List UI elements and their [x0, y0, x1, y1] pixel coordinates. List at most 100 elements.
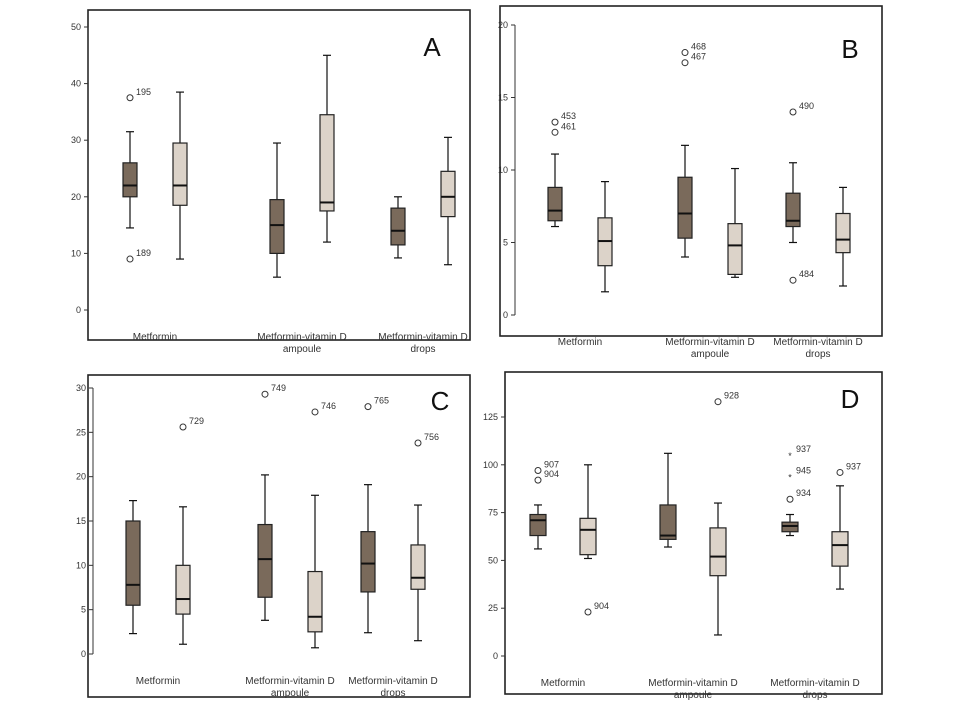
panel-c-category-label: Metformin: [136, 676, 180, 687]
box-iqr: [709, 527, 727, 577]
panel-c-category-label: drops: [380, 688, 405, 699]
panel-a-box-dark: [269, 142, 285, 278]
panel-b-box-light: [727, 167, 743, 278]
box-iqr: [677, 176, 693, 239]
panel-d-frame: [504, 371, 883, 695]
panel-a-y-tick-label: 20: [71, 192, 81, 202]
panel-a-y-tick-label: 0: [76, 305, 81, 315]
box-iqr: [529, 513, 547, 537]
outlier-star: *: [788, 451, 792, 461]
panel-d-box-light: 904: [579, 464, 609, 616]
panel-a-category-label: ampoule: [283, 344, 322, 355]
box-iqr: [579, 517, 597, 556]
box-iqr: [727, 223, 743, 275]
panel-c-category-label: Metformin-vitamin D: [245, 676, 334, 687]
box-iqr: [440, 170, 456, 218]
outlier-label: 907: [544, 460, 559, 470]
panel-c-letter: C: [431, 386, 450, 416]
box-iqr: [390, 207, 406, 246]
outlier-label: 189: [136, 248, 151, 258]
panel-c-box-light: 756: [410, 432, 439, 642]
box-iqr: [175, 564, 191, 615]
box-iqr: [257, 523, 273, 598]
panel-c-box-light: 729: [175, 416, 204, 645]
panel-a-y-tick-label: 10: [71, 248, 81, 258]
outlier-label: 484: [799, 269, 814, 279]
outlier-label: 461: [561, 121, 576, 131]
outlier-point: [681, 49, 689, 57]
panel-d-category-label: Metformin-vitamin D: [770, 678, 859, 689]
box-iqr: [360, 531, 376, 593]
outlier-label: 467: [691, 52, 706, 62]
panel-a-frame: [87, 9, 471, 341]
outlier-point: [789, 108, 797, 116]
outlier-label: 453: [561, 111, 576, 121]
panel-b-frame: [499, 5, 883, 337]
panel-b-y-tick-label: 5: [503, 238, 508, 248]
panel-a-category-label: Metformin: [133, 332, 177, 343]
outlier-label: 729: [189, 416, 204, 426]
outlier-point: [584, 608, 592, 616]
outlier-label: 937: [846, 461, 861, 471]
panel-b-category-label: ampoule: [691, 349, 730, 360]
panel-a-category-label: Metformin-vitamin D: [257, 332, 346, 343]
panel-a-box-light: [172, 91, 188, 260]
outlier-label: 490: [799, 101, 814, 111]
panel-a-y-tick-label: 30: [71, 135, 81, 145]
panel-d-category-label: drops: [802, 690, 827, 701]
panel-c-box-dark: 749: [257, 383, 286, 621]
panel-a-box-dark: [390, 196, 406, 259]
outlier-point: [126, 255, 134, 263]
box-iqr: [319, 114, 335, 212]
outlier-point: [786, 495, 794, 503]
box-iqr: [785, 192, 801, 228]
outlier-point: [836, 468, 844, 476]
outlier-point: [261, 390, 269, 398]
panel-a-category-label: Metformin-vitamin D: [378, 332, 467, 343]
panel-c: 0 5 10 15 20 25 30 C Metformin Metformin-vitamin …: [76, 374, 471, 699]
panel-c-frame: [87, 374, 471, 698]
panel-a-letter: A: [423, 32, 441, 62]
outlier-point: [789, 276, 797, 284]
panel-a: 0 10 20 30 40 50 A Metformin Metformin-vitamin D…: [71, 9, 471, 355]
box-iqr: [831, 531, 849, 567]
panel-d-y-tick-label: 25: [488, 603, 498, 613]
panel-c-box-dark: [125, 500, 141, 635]
panel-b-category-label: drops: [805, 349, 830, 360]
outlier-label: 904: [594, 601, 609, 611]
panel-a-category-label: drops: [410, 344, 435, 355]
panel-c-box-dark: 765: [360, 396, 389, 634]
panel-b-y-tick-label: 10: [498, 165, 508, 175]
panel-d-box-dark: [659, 452, 677, 548]
panel-d-box-light: 937: [831, 461, 861, 590]
panel-d-y-tick-label: 50: [488, 555, 498, 565]
outlier-point: [551, 118, 559, 126]
panel-a-y-tick-label: 40: [71, 79, 81, 89]
panel-c-y-tick-label: 20: [76, 472, 86, 482]
panel-c-y-tick-label: 5: [81, 605, 86, 615]
panel-c-y-tick-label: 25: [76, 427, 86, 437]
panel-d-category-label: Metformin-vitamin D: [648, 678, 737, 689]
outlier-label: 928: [724, 391, 739, 401]
panel-b-category-label: Metformin: [558, 337, 602, 348]
panel-a-box-light: [440, 136, 456, 266]
box-iqr: [547, 186, 563, 222]
panel-c-y-tick-label: 0: [81, 649, 86, 659]
panel-b-box-dark: 490 484: [785, 101, 814, 284]
panel-d-y-tick-label: 75: [488, 508, 498, 518]
box-iqr: [410, 544, 426, 590]
panel-c-category-label: Metformin-vitamin D: [348, 676, 437, 687]
outlier-point: [534, 467, 542, 475]
box-iqr: [122, 162, 138, 198]
panel-c-y-tick-label: 30: [76, 383, 86, 393]
outlier-label: 937: [796, 444, 811, 454]
outlier-point: [714, 398, 722, 406]
box-iqr: [269, 199, 285, 255]
panel-d-letter: D: [841, 384, 860, 414]
outlier-point: [311, 408, 319, 416]
panel-d: 0 25 50 75 100 125 D Metformin Metformin-vitamin…: [483, 371, 883, 701]
outlier-label: 904: [544, 469, 559, 479]
outlier-star: *: [788, 472, 792, 482]
